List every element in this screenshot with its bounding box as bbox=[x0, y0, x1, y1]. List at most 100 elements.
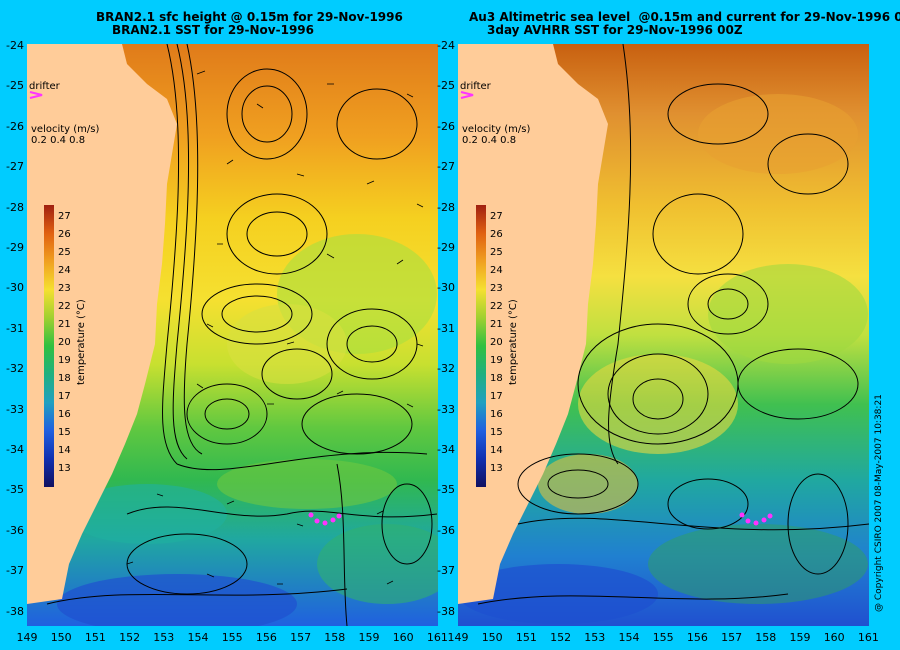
x-tick-label: 151 bbox=[84, 631, 106, 644]
y-tick-label: -36 bbox=[437, 523, 455, 537]
colorbar-tick-label: 18 bbox=[490, 373, 503, 384]
copyright-text: @ Copyright CSIRO 2007 08-May-2007 10:38… bbox=[874, 394, 884, 612]
x-tick-label: 159 bbox=[358, 631, 380, 644]
x-tick-label: 153 bbox=[153, 631, 175, 644]
x-tick-label: 158 bbox=[755, 631, 777, 644]
y-tick-label: -27 bbox=[6, 160, 24, 174]
left-sst-map bbox=[27, 44, 438, 626]
y-tick-label: -28 bbox=[437, 200, 455, 214]
left-title-line2: BRAN2.1 SST for 29-Nov-1996 bbox=[112, 23, 314, 37]
x-tick-label: 154 bbox=[618, 631, 640, 644]
x-tick-label: 156 bbox=[686, 631, 708, 644]
right-title-line1: Au3 Altimetric sea level @0.15m and curr… bbox=[469, 10, 900, 24]
y-tick-label: -33 bbox=[6, 402, 24, 416]
y-tick-label: -37 bbox=[6, 564, 24, 578]
x-tick-label: 155 bbox=[221, 631, 243, 644]
x-tick-label: 159 bbox=[789, 631, 811, 644]
colorbar-tick-label: 23 bbox=[58, 283, 71, 294]
colorbar-tick-label: 27 bbox=[58, 211, 71, 222]
colorbar-tick-label: 15 bbox=[490, 427, 503, 438]
y-tick-label: -36 bbox=[6, 523, 24, 537]
drifter-label: drifter bbox=[29, 81, 60, 92]
y-tick-label: -29 bbox=[6, 241, 24, 254]
colorbar-tick-label: 20 bbox=[490, 337, 503, 348]
x-tick-label: 161 bbox=[857, 631, 879, 644]
colorbar-tick-label: 25 bbox=[58, 247, 71, 258]
x-tick-label: 150 bbox=[481, 631, 503, 644]
colorbar-tick-label: 23 bbox=[490, 283, 503, 294]
right-title-line2: 3day AVHRR SST for 29-Nov-1996 00Z bbox=[487, 23, 743, 37]
colorbar-tick-label: 22 bbox=[58, 301, 71, 312]
y-tick-label: -31 bbox=[6, 321, 24, 335]
velocity-label: velocity (m/s) bbox=[31, 124, 100, 135]
y-tick-label: -33 bbox=[437, 402, 455, 416]
x-tick-label: 149 bbox=[16, 631, 38, 644]
x-tick-label: 151 bbox=[515, 631, 537, 644]
x-tick-label: 152 bbox=[119, 631, 141, 644]
left-colorbar bbox=[44, 205, 54, 487]
y-tick-label: -30 bbox=[6, 281, 24, 295]
colorbar-tick-label: 17 bbox=[58, 391, 71, 402]
land-mass bbox=[27, 44, 177, 604]
right-sst-map bbox=[458, 44, 869, 626]
y-tick-label: -25 bbox=[6, 79, 24, 93]
y-tick-label: -34 bbox=[6, 443, 24, 456]
colorbar-tick-label: 18 bbox=[58, 373, 71, 384]
x-tick-label: 150 bbox=[50, 631, 72, 644]
x-tick-label: 160 bbox=[823, 631, 845, 644]
x-tick-label: 157 bbox=[290, 631, 312, 644]
y-tick-label: -34 bbox=[437, 443, 455, 456]
colorbar-tick-label: 26 bbox=[58, 229, 71, 240]
drifter-track bbox=[739, 512, 773, 526]
colorbar-tick-label: 20 bbox=[58, 337, 71, 348]
y-tick-label: -28 bbox=[6, 200, 24, 214]
land-mass bbox=[458, 44, 608, 604]
y-tick-label: -32 bbox=[6, 362, 24, 376]
sea-level-contours bbox=[46, 44, 438, 626]
colorbar-tick-label: 19 bbox=[490, 355, 503, 366]
y-tick-label: -38 bbox=[437, 604, 455, 618]
y-tick-label: -30 bbox=[437, 281, 455, 295]
y-tick-label: -35 bbox=[6, 483, 24, 497]
drifter-track bbox=[308, 512, 342, 526]
y-tick-label: -26 bbox=[437, 119, 455, 133]
left-map-panel: drifter velocity (m/s) 0.2 0.4 0.8 bbox=[27, 44, 438, 626]
y-tick-label: -38 bbox=[6, 604, 24, 618]
y-tick-label: -32 bbox=[437, 362, 455, 376]
x-tick-label: 149 bbox=[447, 631, 469, 644]
y-tick-label: -26 bbox=[6, 119, 24, 133]
sea-level-contours bbox=[477, 44, 869, 605]
left-colorbar-title: temperature (°C) bbox=[76, 299, 87, 385]
velocity-label: velocity (m/s) bbox=[462, 124, 531, 135]
x-tick-label: 152 bbox=[550, 631, 572, 644]
y-tick-label: -27 bbox=[437, 160, 455, 174]
velocity-scale: 0.2 0.4 0.8 bbox=[31, 135, 86, 146]
right-colorbar bbox=[476, 205, 486, 487]
y-tick-label: -35 bbox=[437, 483, 455, 497]
y-tick-label: -29 bbox=[437, 241, 455, 254]
x-tick-label: 157 bbox=[721, 631, 743, 644]
y-tick-label: -31 bbox=[437, 321, 455, 335]
y-tick-label: -24 bbox=[6, 39, 24, 52]
colorbar-tick-label: 19 bbox=[58, 355, 71, 366]
colorbar-tick-label: 16 bbox=[58, 409, 71, 420]
colorbar-tick-label: 13 bbox=[490, 463, 503, 474]
right-map-panel: drifter velocity (m/s) 0.2 0.4 0.8 bbox=[458, 44, 869, 626]
colorbar-tick-label: 22 bbox=[490, 301, 503, 312]
colorbar-tick-label: 24 bbox=[58, 265, 71, 276]
x-tick-label: 154 bbox=[187, 631, 209, 644]
drifter-label: drifter bbox=[460, 81, 491, 92]
colorbar-tick-label: 14 bbox=[490, 445, 503, 456]
x-tick-label: 160 bbox=[392, 631, 414, 644]
right-colorbar-title: temperature (°C) bbox=[508, 299, 519, 385]
colorbar-tick-label: 25 bbox=[490, 247, 503, 258]
x-tick-label: 158 bbox=[324, 631, 346, 644]
x-tick-label: 155 bbox=[652, 631, 674, 644]
y-tick-label: -25 bbox=[437, 79, 455, 93]
colorbar-tick-label: 24 bbox=[490, 265, 503, 276]
x-tick-label: 153 bbox=[584, 631, 606, 644]
drifter-legend-icon bbox=[460, 91, 474, 99]
y-tick-label: -37 bbox=[437, 564, 455, 578]
velocity-scale: 0.2 0.4 0.8 bbox=[462, 135, 517, 146]
x-tick-label: 161 bbox=[426, 631, 448, 644]
